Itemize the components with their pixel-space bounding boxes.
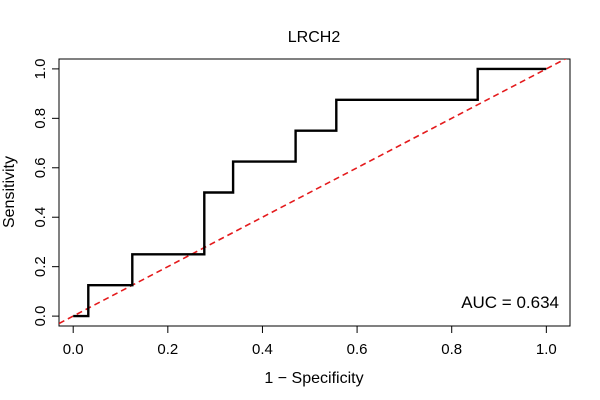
y-tick-label: 0.2: [32, 256, 49, 277]
plot-area: [59, 59, 567, 325]
x-tick-label: 0.8: [441, 341, 462, 358]
x-tick-label: 0.6: [347, 341, 368, 358]
chart-title: LRCH2: [288, 29, 341, 46]
auc-annotation: AUC = 0.634: [461, 293, 559, 312]
x-tick-label: 0.4: [252, 341, 273, 358]
diagonal-reference-line: [59, 59, 567, 325]
y-tick-label: 0.4: [32, 207, 49, 228]
x-axis: 0.0 0.2 0.4 0.6 0.8 1.0: [63, 325, 557, 358]
y-axis-title: Sensitivity: [1, 156, 18, 228]
x-axis-title: 1 − Specificity: [264, 370, 363, 387]
y-axis: 0.0 0.2 0.4 0.6 0.8 1.0: [32, 58, 60, 327]
y-tick-label: 0.8: [32, 108, 49, 129]
y-tick-label: 1.0: [32, 58, 49, 79]
x-tick-label: 1.0: [536, 341, 557, 358]
y-tick-label: 0.0: [32, 306, 49, 327]
y-tick-label: 0.6: [32, 157, 49, 178]
x-tick-label: 0.2: [157, 341, 178, 358]
plot-frame: [58, 58, 571, 327]
x-tick-label: 0.0: [63, 341, 84, 358]
roc-curve-line: [73, 67, 547, 318]
